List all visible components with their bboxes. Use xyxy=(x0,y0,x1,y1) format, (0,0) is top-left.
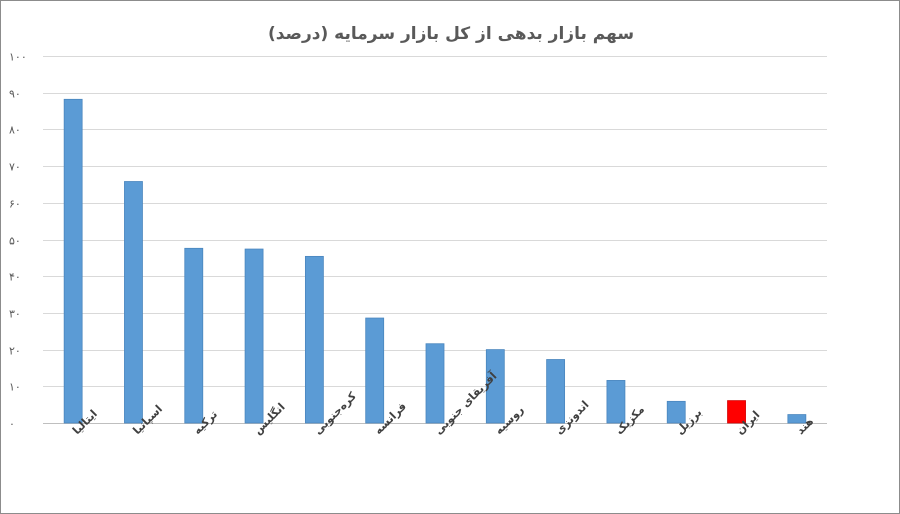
y-axis: ۰ ۱۰ ۲۰ ۳۰ ۴۰ ۵۰ ۶۰ ۷۰ ۸۰ ۹۰ ۱۰۰ xyxy=(9,51,27,431)
bars xyxy=(63,98,807,424)
bar-1 xyxy=(63,98,83,424)
bar-4 xyxy=(244,248,264,424)
bar-3 xyxy=(184,247,204,424)
y-tick-label: ۲۰ xyxy=(9,345,21,358)
y-tick-label: ۴۰ xyxy=(9,271,21,284)
bar-13 xyxy=(787,414,807,424)
bar-5 xyxy=(304,255,324,424)
y-tick-label: ۹۰ xyxy=(9,88,21,101)
y-tick-label: ۱۰ xyxy=(9,381,21,394)
y-tick-label: ۳۰ xyxy=(9,308,21,321)
bar-6 xyxy=(365,317,385,424)
bar-10 xyxy=(606,380,626,424)
gridlines xyxy=(43,56,827,424)
bar-9 xyxy=(546,359,566,424)
chart-title: سهم بازار بدهی از کل بازار سرمایه (درصد) xyxy=(268,24,634,44)
y-tick-label: ۶۰ xyxy=(9,198,21,211)
y-tick-label: ۱۰۰ xyxy=(9,51,27,64)
bar-11 xyxy=(666,400,686,424)
bar-8 xyxy=(485,349,505,424)
bar-7 xyxy=(425,343,445,424)
y-tick-label: ۵۰ xyxy=(9,235,21,248)
y-tick-label: ۸۰ xyxy=(9,124,21,137)
y-tick-label: ۷۰ xyxy=(9,161,21,174)
bar-12 xyxy=(727,400,746,424)
bar-2 xyxy=(124,181,143,424)
y-tick-label: ۰ xyxy=(9,418,15,431)
